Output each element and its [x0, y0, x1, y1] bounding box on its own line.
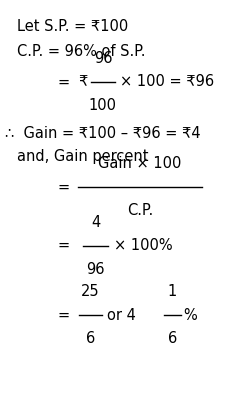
Text: =: =: [57, 74, 69, 89]
Text: 6: 6: [168, 331, 177, 346]
Text: 100: 100: [89, 98, 117, 113]
Text: =: =: [57, 238, 69, 253]
Text: 25: 25: [81, 284, 100, 299]
Text: %: %: [184, 307, 197, 323]
Text: ∴  Gain = ₹100 – ₹96 = ₹4: ∴ Gain = ₹100 – ₹96 = ₹4: [5, 126, 201, 141]
Text: =: =: [57, 179, 69, 194]
Text: Gain × 100: Gain × 100: [98, 156, 182, 171]
Text: 96: 96: [86, 262, 105, 277]
Text: × 100%: × 100%: [114, 238, 173, 253]
Text: =: =: [57, 307, 69, 323]
Text: C.P. = 96% of S.P.: C.P. = 96% of S.P.: [17, 44, 146, 59]
Text: Let S.P. = ₹100: Let S.P. = ₹100: [17, 19, 129, 34]
Text: or 4: or 4: [107, 307, 135, 323]
Text: 6: 6: [86, 331, 95, 346]
Text: ₹: ₹: [78, 74, 88, 89]
Text: and, Gain percent: and, Gain percent: [17, 149, 149, 164]
Text: C.P.: C.P.: [127, 203, 153, 218]
Text: × 100 = ₹96: × 100 = ₹96: [120, 74, 215, 89]
Text: 4: 4: [91, 215, 100, 230]
Text: 96: 96: [94, 51, 112, 66]
Text: 1: 1: [168, 284, 177, 299]
